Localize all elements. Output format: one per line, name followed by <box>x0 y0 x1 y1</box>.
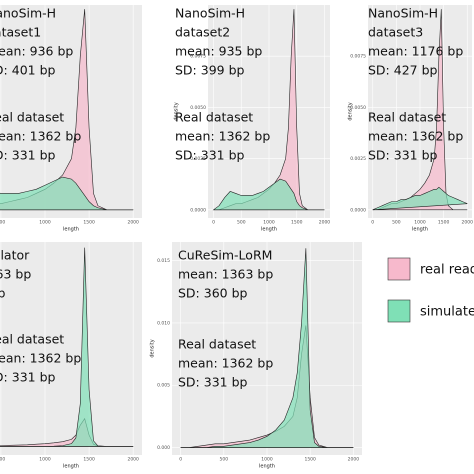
x-tick-label: 2000 <box>319 220 331 226</box>
annotation: mean: 936 bp <box>0 44 73 59</box>
x-tick-label: 2000 <box>462 220 474 226</box>
annotation: mean: 1363 bp <box>178 267 273 282</box>
x-axis-label: length <box>412 227 428 233</box>
annotation: mean: 1362 bp <box>368 129 463 144</box>
x-tick-label: 1500 <box>438 220 450 226</box>
annotation: SD: 331 bp <box>0 370 56 385</box>
x-tick-label: 2000 <box>127 220 139 226</box>
annotation: NanoSim-H <box>0 6 56 21</box>
y-tick-label: 0.015 <box>157 258 170 264</box>
annotation: mean: 1362 bp <box>178 356 273 371</box>
annotation: SD: 331 bp <box>0 148 56 163</box>
x-tick-label: 1000 <box>39 220 51 226</box>
annotation: NanoSim-H <box>175 6 245 21</box>
annotation: SD: 331 bp <box>178 375 248 390</box>
density-area <box>0 247 134 447</box>
annotation: Real dataset <box>178 337 256 352</box>
annotation: SD: 399 bp <box>175 63 245 78</box>
y-tick-label: 0.0025 <box>350 156 366 162</box>
x-tick-label: 0 <box>212 220 215 226</box>
density-area <box>212 178 325 211</box>
x-axis-label: length <box>261 227 277 233</box>
annotation: dataset3 <box>368 25 423 40</box>
annotation: mean: 1176 bp <box>368 44 463 59</box>
annotation: SD: 331 bp <box>368 148 438 163</box>
annotation: CuReSim-LoRM <box>178 248 272 263</box>
x-tick-label: 1500 <box>304 457 316 463</box>
annotation: DeepSimulator <box>0 248 30 263</box>
annotation: SD: 360 bp <box>178 286 248 301</box>
x-axis-label: length <box>63 227 79 233</box>
x-tick-label: 500 <box>237 220 246 226</box>
annotation: mean: 1362 bp <box>175 129 270 144</box>
annotation: Real dataset <box>175 110 253 125</box>
annotation: Real dataset <box>368 110 446 125</box>
y-axis-label: density <box>174 102 180 120</box>
y-tick-label: 0.005 <box>157 383 170 389</box>
y-tick-label: 0.0025 <box>190 156 206 162</box>
x-axis-label: length <box>259 464 275 470</box>
density-area <box>0 176 134 211</box>
annotation: dataset1 <box>0 25 41 40</box>
y-tick-label: 0.0000 <box>350 207 366 213</box>
density-area <box>372 186 468 211</box>
x-tick-label: 2000 <box>127 457 139 463</box>
x-tick-label: 0 <box>179 457 182 463</box>
x-tick-label: 1000 <box>39 457 51 463</box>
y-axis-label: density <box>150 339 156 357</box>
annotation: mean: 1362 bp <box>0 129 81 144</box>
y-tick-label: 0.0075 <box>350 54 366 60</box>
y-tick-label: 0.010 <box>157 320 170 326</box>
x-tick-label: 1000 <box>263 220 275 226</box>
x-tick-label: 1500 <box>83 457 95 463</box>
annotation: mean: 1463 bp <box>0 267 31 282</box>
x-tick-label: 1000 <box>414 220 426 226</box>
x-tick-label: 500 <box>392 220 401 226</box>
plot-background <box>0 242 142 455</box>
y-axis-label: density <box>348 102 354 120</box>
x-tick-label: 1500 <box>83 220 95 226</box>
x-tick-label: 0 <box>371 220 374 226</box>
x-tick-label: 1500 <box>291 220 303 226</box>
legend-swatch <box>387 257 411 281</box>
x-tick-label: 500 <box>0 457 5 463</box>
y-tick-label: 0.0000 <box>190 207 206 213</box>
legend-swatch <box>387 299 411 323</box>
annotation: Real dataset <box>0 110 64 125</box>
density-area <box>180 248 354 448</box>
annotation: SD: 331 bp <box>175 148 245 163</box>
annotation: mean: 935 bp <box>175 44 262 59</box>
y-tick-label: 0.000 <box>157 445 170 451</box>
annotation: dataset2 <box>175 25 230 40</box>
x-tick-label: 500 <box>0 220 5 226</box>
y-tick-label: 0.0050 <box>350 105 366 111</box>
annotation: SD: 401 bp <box>0 63 56 78</box>
x-tick-label: 1000 <box>261 457 273 463</box>
x-tick-label: 2000 <box>348 457 360 463</box>
annotation: SD: 156 bp <box>0 286 6 301</box>
x-axis-label: length <box>63 464 79 470</box>
x-tick-label: 500 <box>220 457 229 463</box>
annotation: SD: 427 bp <box>368 63 438 78</box>
y-tick-label: 0.0075 <box>190 54 206 60</box>
y-tick-label: 0.0050 <box>190 105 206 111</box>
annotation: NanoSim-H <box>368 6 438 21</box>
annotation: mean: 1362 bp <box>0 351 81 366</box>
annotation: Real dataset <box>0 332 64 347</box>
